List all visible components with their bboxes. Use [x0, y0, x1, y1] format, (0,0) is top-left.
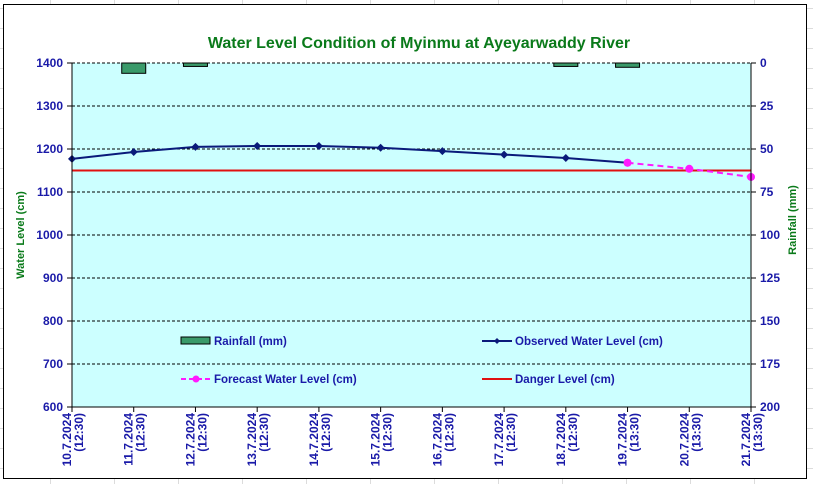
y-tick-label: 600 — [43, 400, 63, 414]
observed-point — [314, 141, 323, 150]
x-tick-label: 13.7.2024 — [245, 413, 259, 467]
legend-observed-label: Observed Water Level (cm) — [515, 336, 663, 348]
x-tick-label: 21.7.2024 — [739, 413, 753, 467]
observed-point — [129, 148, 138, 157]
y2-tick-label: 150 — [760, 314, 780, 328]
x-tick-label-time: (12:30) — [381, 413, 395, 452]
y2-tick-label: 100 — [760, 228, 780, 242]
x-tick-label: 10.7.2024 — [60, 413, 74, 467]
legend-rainfall-swatch — [180, 336, 211, 345]
y2-tick-label: 25 — [760, 99, 774, 113]
x-tick-label: 12.7.2024 — [183, 413, 197, 467]
y2-tick-label: 175 — [760, 357, 780, 371]
x-tick-label: 14.7.2024 — [307, 413, 321, 467]
x-tick-label-time: (12:30) — [504, 413, 518, 452]
y2-axis-title: Rainfall (mm) — [787, 185, 799, 255]
y-tick-label: 1400 — [36, 56, 63, 70]
x-tick-label: 18.7.2024 — [554, 413, 568, 467]
x-tick-label-time: (13:30) — [628, 413, 642, 452]
y-tick-label: 1000 — [36, 228, 63, 242]
y-tick-label: 1200 — [36, 142, 63, 156]
x-tick-label: 20.7.2024 — [677, 413, 691, 467]
y-tick-label: 900 — [43, 271, 63, 285]
observed-point — [438, 147, 447, 156]
y-tick-label: 1300 — [36, 99, 63, 113]
y-tick-label: 700 — [43, 357, 63, 371]
x-tick-label: 15.7.2024 — [369, 413, 383, 467]
legend-forecast-label: Forecast Water Level (cm) — [214, 374, 357, 386]
y2-tick-label: 75 — [760, 185, 774, 199]
legend-forecast-marker — [192, 375, 200, 383]
x-tick-label: 11.7.2024 — [122, 413, 136, 466]
observed-point — [500, 150, 509, 159]
x-tick-label: 17.7.2024 — [492, 413, 506, 467]
x-tick-label: 16.7.2024 — [430, 413, 444, 467]
chart-title: Water Level Condition of Myinmu at Ayeya… — [208, 35, 630, 52]
y2-tick-label: 0 — [760, 56, 767, 70]
x-tick-label-time: (12:30) — [566, 413, 580, 452]
x-tick-label-time: (12:30) — [134, 413, 148, 452]
rainfall-bar — [615, 62, 641, 68]
observed-point — [253, 141, 262, 150]
x-tick-label-time: (13:30) — [751, 413, 765, 452]
y2-tick-label: 200 — [760, 400, 780, 414]
y-tick-label: 1100 — [37, 185, 63, 199]
x-tick-label-time: (12:30) — [442, 413, 456, 452]
x-tick-label-time: (13:30) — [689, 413, 703, 452]
x-tick-label-time: (12:30) — [257, 413, 271, 452]
y2-tick-label: 125 — [760, 271, 780, 285]
y-tick-label: 800 — [43, 314, 63, 328]
forecast-point — [685, 164, 694, 173]
rainfall-bar — [553, 62, 579, 67]
y-axis-title: Water Level (cm) — [15, 191, 27, 279]
legend-observed-marker — [494, 338, 500, 344]
legend-rainfall-label: Rainfall (mm) — [214, 336, 287, 348]
x-tick-label: 19.7.2024 — [616, 413, 630, 467]
y2-tick-label: 50 — [760, 142, 774, 156]
x-tick-label-time: (12:30) — [319, 413, 333, 452]
observed-point — [191, 142, 200, 151]
x-tick-label-time: (12:30) — [195, 413, 209, 452]
legend-danger-label: Danger Level (cm) — [515, 374, 615, 386]
rainfall-bar — [121, 62, 147, 74]
rainfall-bar — [182, 62, 208, 67]
observed-water-level-line — [71, 144, 628, 164]
observed-point — [561, 154, 570, 163]
forecast-point — [623, 158, 632, 167]
x-tick-label-time: (12:30) — [72, 413, 86, 452]
observed-point — [376, 143, 385, 152]
